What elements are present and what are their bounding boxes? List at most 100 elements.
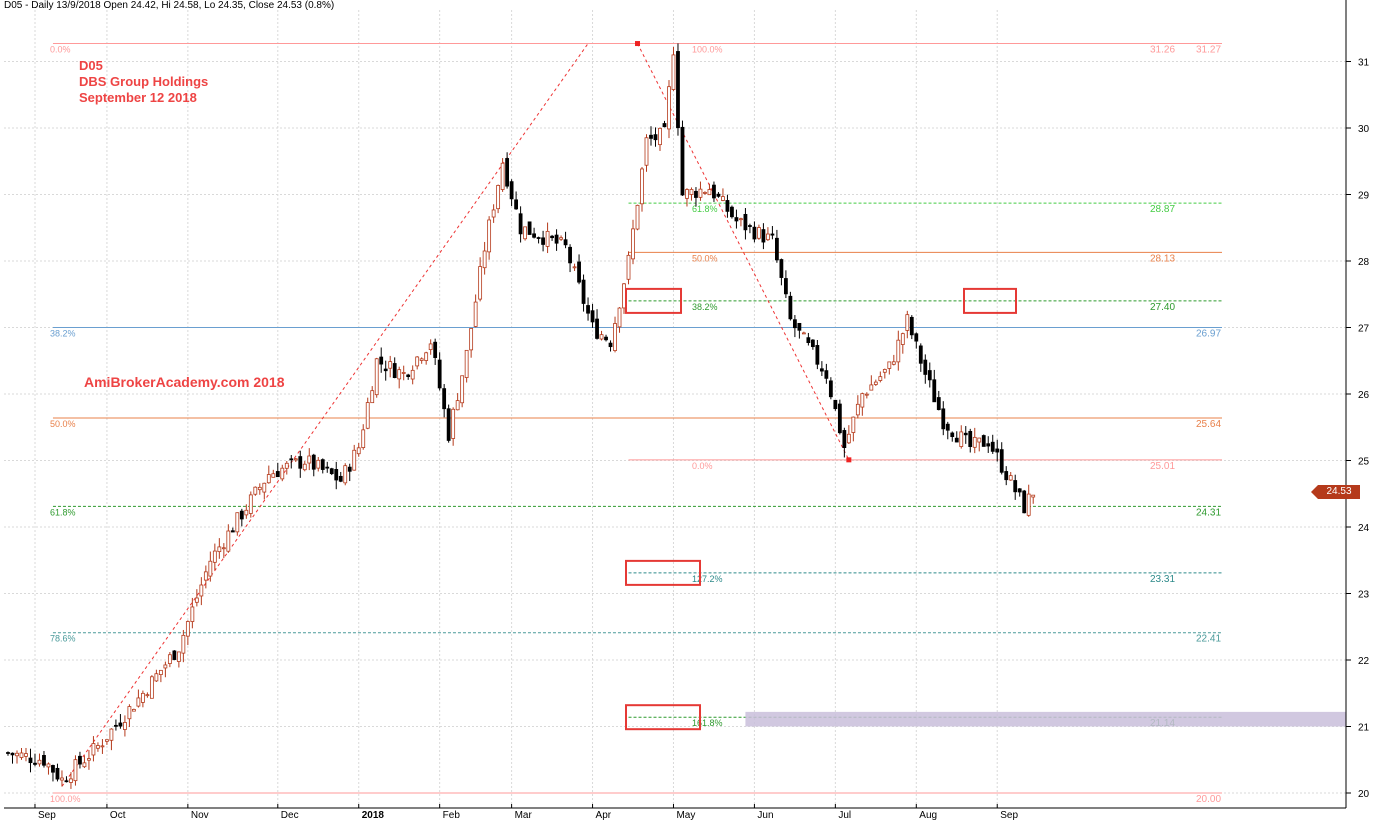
candle-body xyxy=(626,254,631,280)
candle-body xyxy=(999,449,1004,473)
candle-body xyxy=(149,676,154,699)
candle-body xyxy=(905,314,910,331)
y-tick-label: 29 xyxy=(1358,191,1370,202)
candle-body xyxy=(118,722,123,727)
candle-body xyxy=(810,339,815,348)
candle-body xyxy=(15,752,19,757)
candle-body xyxy=(199,584,204,597)
candle-body xyxy=(433,341,438,358)
candle-body xyxy=(977,437,982,443)
candle-body xyxy=(748,225,752,227)
highlight-box xyxy=(625,704,702,731)
y-tick-label: 23 xyxy=(1358,590,1370,601)
candle-body xyxy=(370,390,375,404)
candle-body xyxy=(959,431,964,447)
candle-body xyxy=(891,361,896,365)
candle-body xyxy=(577,261,581,283)
candle-body xyxy=(239,510,244,520)
candle-body xyxy=(55,767,60,780)
candle-body xyxy=(842,430,847,449)
y-tick-label: 26 xyxy=(1358,390,1370,401)
candle-body xyxy=(73,759,78,782)
candle-body xyxy=(505,158,510,187)
candle-body xyxy=(743,213,748,231)
candle-body xyxy=(527,221,532,235)
candle-body xyxy=(114,724,118,727)
candle-body xyxy=(1013,480,1018,493)
candle-body xyxy=(298,456,303,469)
candle-body xyxy=(136,697,141,707)
candles-layer xyxy=(6,43,1036,789)
candle-body xyxy=(833,399,838,410)
fib-set-2-pct-label: 100.0% xyxy=(692,45,723,55)
candle-body xyxy=(361,429,366,449)
candle-body xyxy=(518,213,523,235)
candle-body xyxy=(172,650,177,660)
x-tick-label: Sep xyxy=(38,810,56,821)
candle-body xyxy=(1017,488,1022,493)
support-band xyxy=(745,711,1346,727)
candle-body xyxy=(262,482,267,493)
x-tick-label: Sep xyxy=(1000,810,1018,821)
candle-body xyxy=(109,728,114,741)
candle-body xyxy=(604,336,608,341)
candle-body xyxy=(918,345,923,364)
candle-body xyxy=(766,233,770,241)
fib-set-1-value-label: 31.27 xyxy=(1196,45,1221,56)
candle-body xyxy=(644,137,649,166)
candle-body xyxy=(995,448,1000,453)
candle-body xyxy=(19,752,24,758)
candle-body xyxy=(806,337,811,344)
candle-body xyxy=(649,134,653,139)
y-tick-label: 25 xyxy=(1358,457,1370,468)
candle-body xyxy=(87,758,91,761)
candle-body xyxy=(181,634,186,654)
candle-body xyxy=(167,654,172,664)
candle-body xyxy=(545,230,550,247)
fib-set-1-value-label: 22.41 xyxy=(1196,634,1221,645)
candle-body xyxy=(338,475,343,482)
candle-body xyxy=(320,459,325,470)
candle-body xyxy=(617,307,622,328)
candle-body xyxy=(379,356,384,365)
candle-body xyxy=(316,459,321,469)
candle-body xyxy=(927,370,932,381)
candle-body xyxy=(28,757,33,764)
candle-body xyxy=(972,436,977,448)
candle-body xyxy=(410,369,415,380)
candle-body xyxy=(280,467,285,480)
candle-body xyxy=(24,753,28,757)
candle-body xyxy=(500,162,505,190)
candle-body xyxy=(343,465,348,484)
candle-body xyxy=(550,235,554,239)
fib-set-1-value-label: 24.31 xyxy=(1196,507,1221,518)
x-tick-label: Mar xyxy=(515,810,533,821)
candle-body xyxy=(428,343,433,351)
candle-body xyxy=(127,706,132,720)
fib-set-1-pct-label: 78.6% xyxy=(50,634,76,644)
fibonacci-layer: 0.0% 31.27 38.2% 26.97 50.0% 25.64 61.8% 24.31 7… xyxy=(50,43,1222,805)
candle-body xyxy=(383,368,388,372)
candle-body xyxy=(599,334,604,340)
candle-body xyxy=(473,301,478,327)
candle-body xyxy=(334,469,339,481)
candle-body xyxy=(307,455,312,464)
fib-set-2-value-label: 23.31 xyxy=(1150,574,1175,585)
candle-body xyxy=(514,199,519,210)
candle-body xyxy=(954,437,959,443)
x-tick-label: Jun xyxy=(757,810,773,821)
candle-body xyxy=(586,305,590,314)
candle-body xyxy=(662,123,667,128)
candle-body xyxy=(69,778,73,783)
candle-body xyxy=(496,185,501,210)
x-tick-label: Apr xyxy=(596,810,612,821)
candle-body xyxy=(869,384,874,391)
candle-body xyxy=(100,745,105,748)
axis-layer: 20 21 22 23 24 25 26 27 28 29 30 31 Sep Oct Nov Dec 2018… xyxy=(4,0,1370,821)
candle-body xyxy=(96,745,100,749)
candle-body xyxy=(158,669,163,675)
candle-body xyxy=(725,200,730,212)
candle-body xyxy=(572,266,577,269)
candle-body xyxy=(145,694,150,697)
